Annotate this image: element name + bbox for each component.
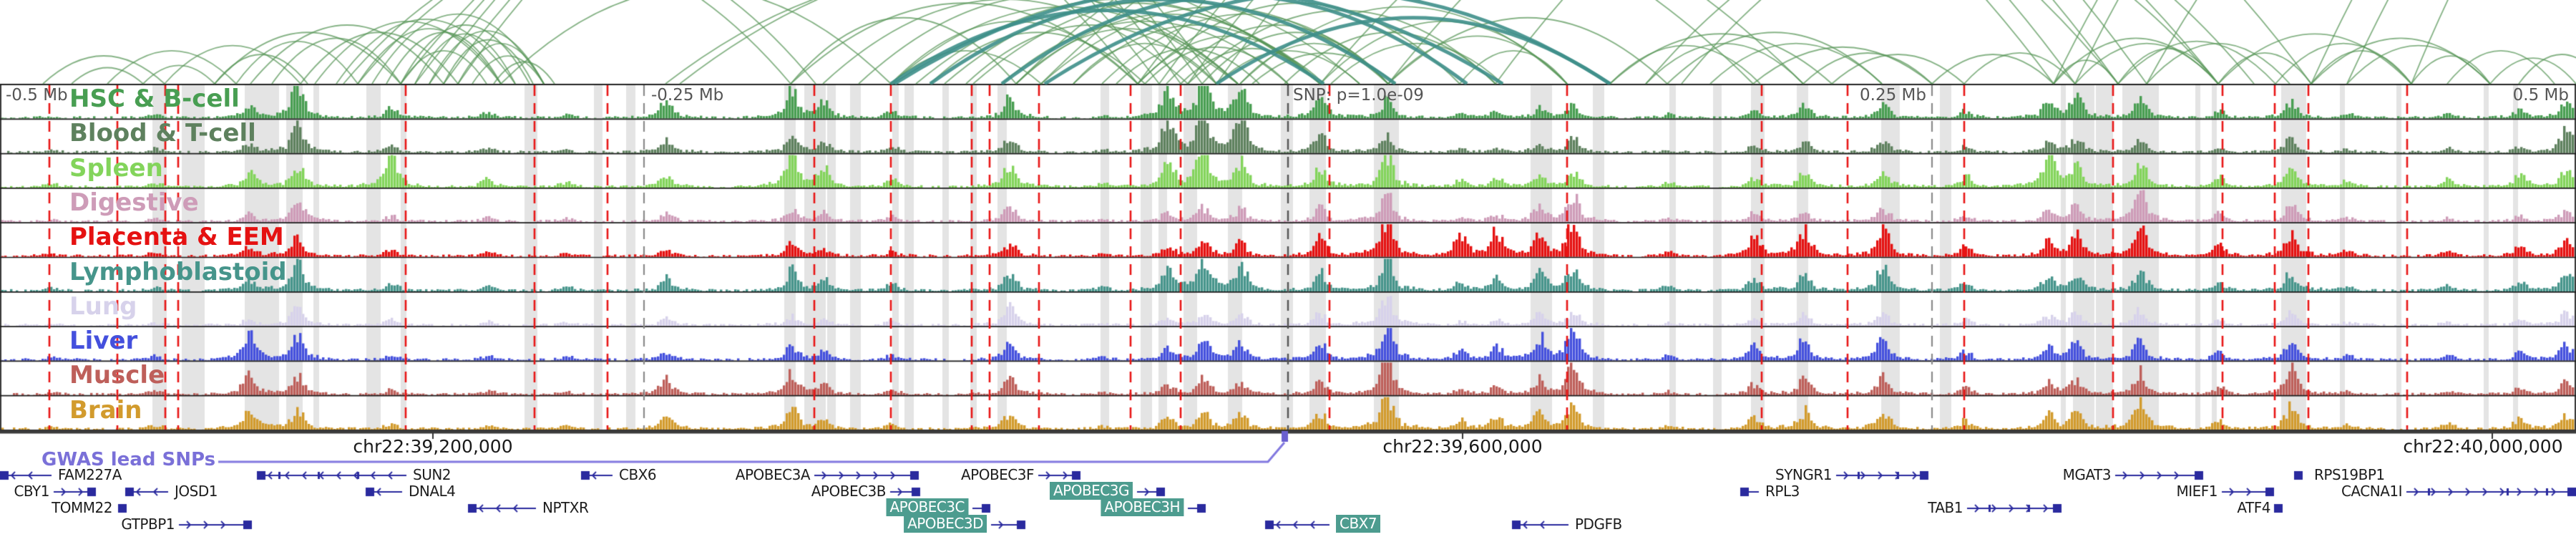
gene-label-gtpbp1: GTPBP1: [121, 516, 175, 533]
gene-label-pdgfb: PDGFB: [1575, 516, 1622, 533]
scale-label-snp-p-1-0e-09: SNP: p=1.0e-09: [1293, 86, 1424, 105]
gene-label-apobec3f: APOBEC3F: [960, 466, 1035, 483]
gene-label-apobec3b: APOBEC3B: [811, 483, 887, 500]
gene-label-rps19bp1: RPS19BP1: [2314, 466, 2385, 483]
track-label-lung: Lung: [69, 291, 137, 321]
gene-label-fam227a: FAM227A: [58, 466, 122, 483]
gene-label-sun2: SUN2: [413, 466, 452, 483]
gene-label-nptxr: NPTXR: [542, 499, 589, 516]
track-label-placenta-eem: Placenta & EEM: [69, 223, 284, 252]
gene-label-tab1: TAB1: [1928, 499, 1963, 516]
gene-label-atf4: ATF4: [2237, 499, 2270, 516]
gene-label-josd1: JOSD1: [175, 483, 218, 500]
gene-label-cbx7: CBX7: [1336, 515, 1381, 533]
scale-label-0-25-mb: -0.25 Mb: [651, 86, 724, 105]
gene-label-apobec3h: APOBEC3H: [1101, 498, 1184, 516]
gwas-lead-snps-label: GWAS lead SNPs: [42, 449, 216, 470]
track-label-hsc-b-cell: HSC & B-cell: [69, 84, 240, 113]
track-label-blood-t-cell: Blood & T-cell: [69, 119, 256, 148]
gene-label-mief1: MIEF1: [2176, 483, 2218, 500]
track-label-spleen: Spleen: [69, 153, 163, 183]
gene-label-cby1: CBY1: [14, 483, 49, 500]
scale-label-0-25-mb: 0.25 Mb: [1860, 86, 1926, 105]
gene-label-cacna1i: CACNA1I: [2341, 483, 2403, 500]
coordinate-label-0: chr22:39,200,000: [353, 436, 513, 457]
coordinate-label-1: chr22:39,600,000: [1382, 436, 1543, 457]
coordinate-label-2: chr22:40,000,000: [2403, 436, 2563, 457]
gene-label-apobec3g: APOBEC3G: [1049, 482, 1133, 500]
scale-label-0-5-mb: -0.5 Mb: [6, 86, 68, 105]
gene-label-dnal4: DNAL4: [409, 483, 456, 500]
gene-label-apobec3d: APOBEC3D: [904, 515, 987, 533]
gene-label-apobec3a: APOBEC3A: [735, 466, 811, 483]
gene-label-rpl3: RPL3: [1765, 483, 1800, 500]
gene-label-apobec3c: APOBEC3C: [886, 498, 968, 516]
scale-label-0-5-mb: 0.5 Mb: [2512, 86, 2569, 105]
gene-label-tomm22: TOMM22: [52, 499, 112, 516]
gene-label-syngr1: SYNGR1: [1775, 466, 1833, 483]
track-label-lymphoblastoid: Lymphoblastoid: [69, 257, 287, 286]
track-label-brain: Brain: [69, 395, 142, 425]
gene-label-cbx6: CBX6: [619, 466, 657, 483]
track-label-muscle: Muscle: [69, 361, 165, 390]
gene-label-mgat3: MGAT3: [2062, 466, 2112, 483]
track-label-liver: Liver: [69, 326, 138, 356]
track-label-digestive: Digestive: [69, 188, 199, 217]
